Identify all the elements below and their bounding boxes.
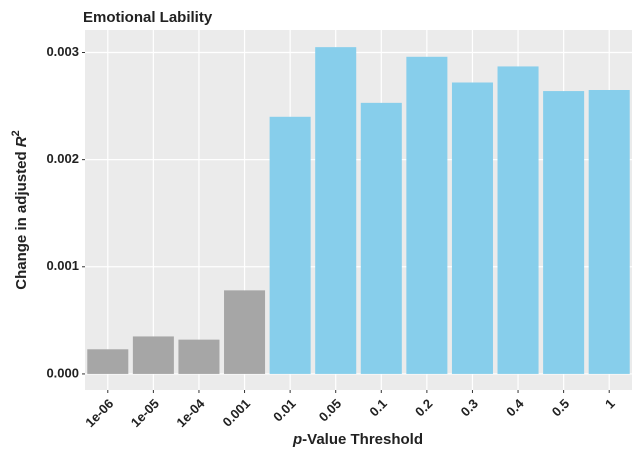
y-tick-label: 0.003 — [46, 44, 79, 59]
bar — [178, 339, 220, 374]
y-axis-label-part: Change in adjusted — [13, 147, 30, 290]
x-tick-label: 1 — [602, 396, 618, 412]
y-axis-label-part: 2 — [10, 130, 22, 136]
x-tick-label: 0.001 — [219, 396, 253, 430]
bar — [224, 290, 266, 374]
bar — [497, 66, 539, 374]
y-tick-label: 0.001 — [46, 258, 79, 273]
bar — [269, 116, 311, 374]
x-tick-label: 0.01 — [270, 396, 299, 425]
x-axis-label: p-Value Threshold — [292, 431, 423, 448]
x-tick-label: 1e-04 — [173, 395, 208, 430]
x-tick-label: 1e-06 — [82, 396, 116, 430]
chart-title: Emotional Lability — [83, 9, 213, 26]
x-tick-label: 0.3 — [458, 396, 481, 419]
x-tick-label: 0.5 — [549, 396, 572, 419]
bar — [315, 47, 357, 374]
bar — [132, 336, 174, 374]
bar — [360, 102, 402, 374]
x-tick-label: 0.1 — [366, 396, 389, 419]
x-tick-label: 1e-05 — [128, 396, 162, 430]
bar — [543, 91, 585, 374]
x-axis-label-part: p — [292, 431, 302, 448]
panel — [85, 30, 632, 390]
y-axis-label-part: R — [13, 136, 30, 147]
bar — [87, 349, 129, 374]
bar — [588, 90, 630, 374]
bar — [451, 82, 493, 374]
x-tick-label: 0.4 — [503, 395, 527, 419]
x-tick-label: 0.2 — [412, 396, 435, 419]
bar — [406, 56, 448, 374]
x-tick-label: 0.05 — [316, 396, 345, 425]
y-axis-label: Change in adjusted R2 — [10, 130, 30, 289]
x-axis-label-part: -Value Threshold — [302, 431, 423, 448]
y-tick-label: 0.002 — [46, 151, 79, 166]
y-tick-label: 0.000 — [46, 365, 79, 380]
